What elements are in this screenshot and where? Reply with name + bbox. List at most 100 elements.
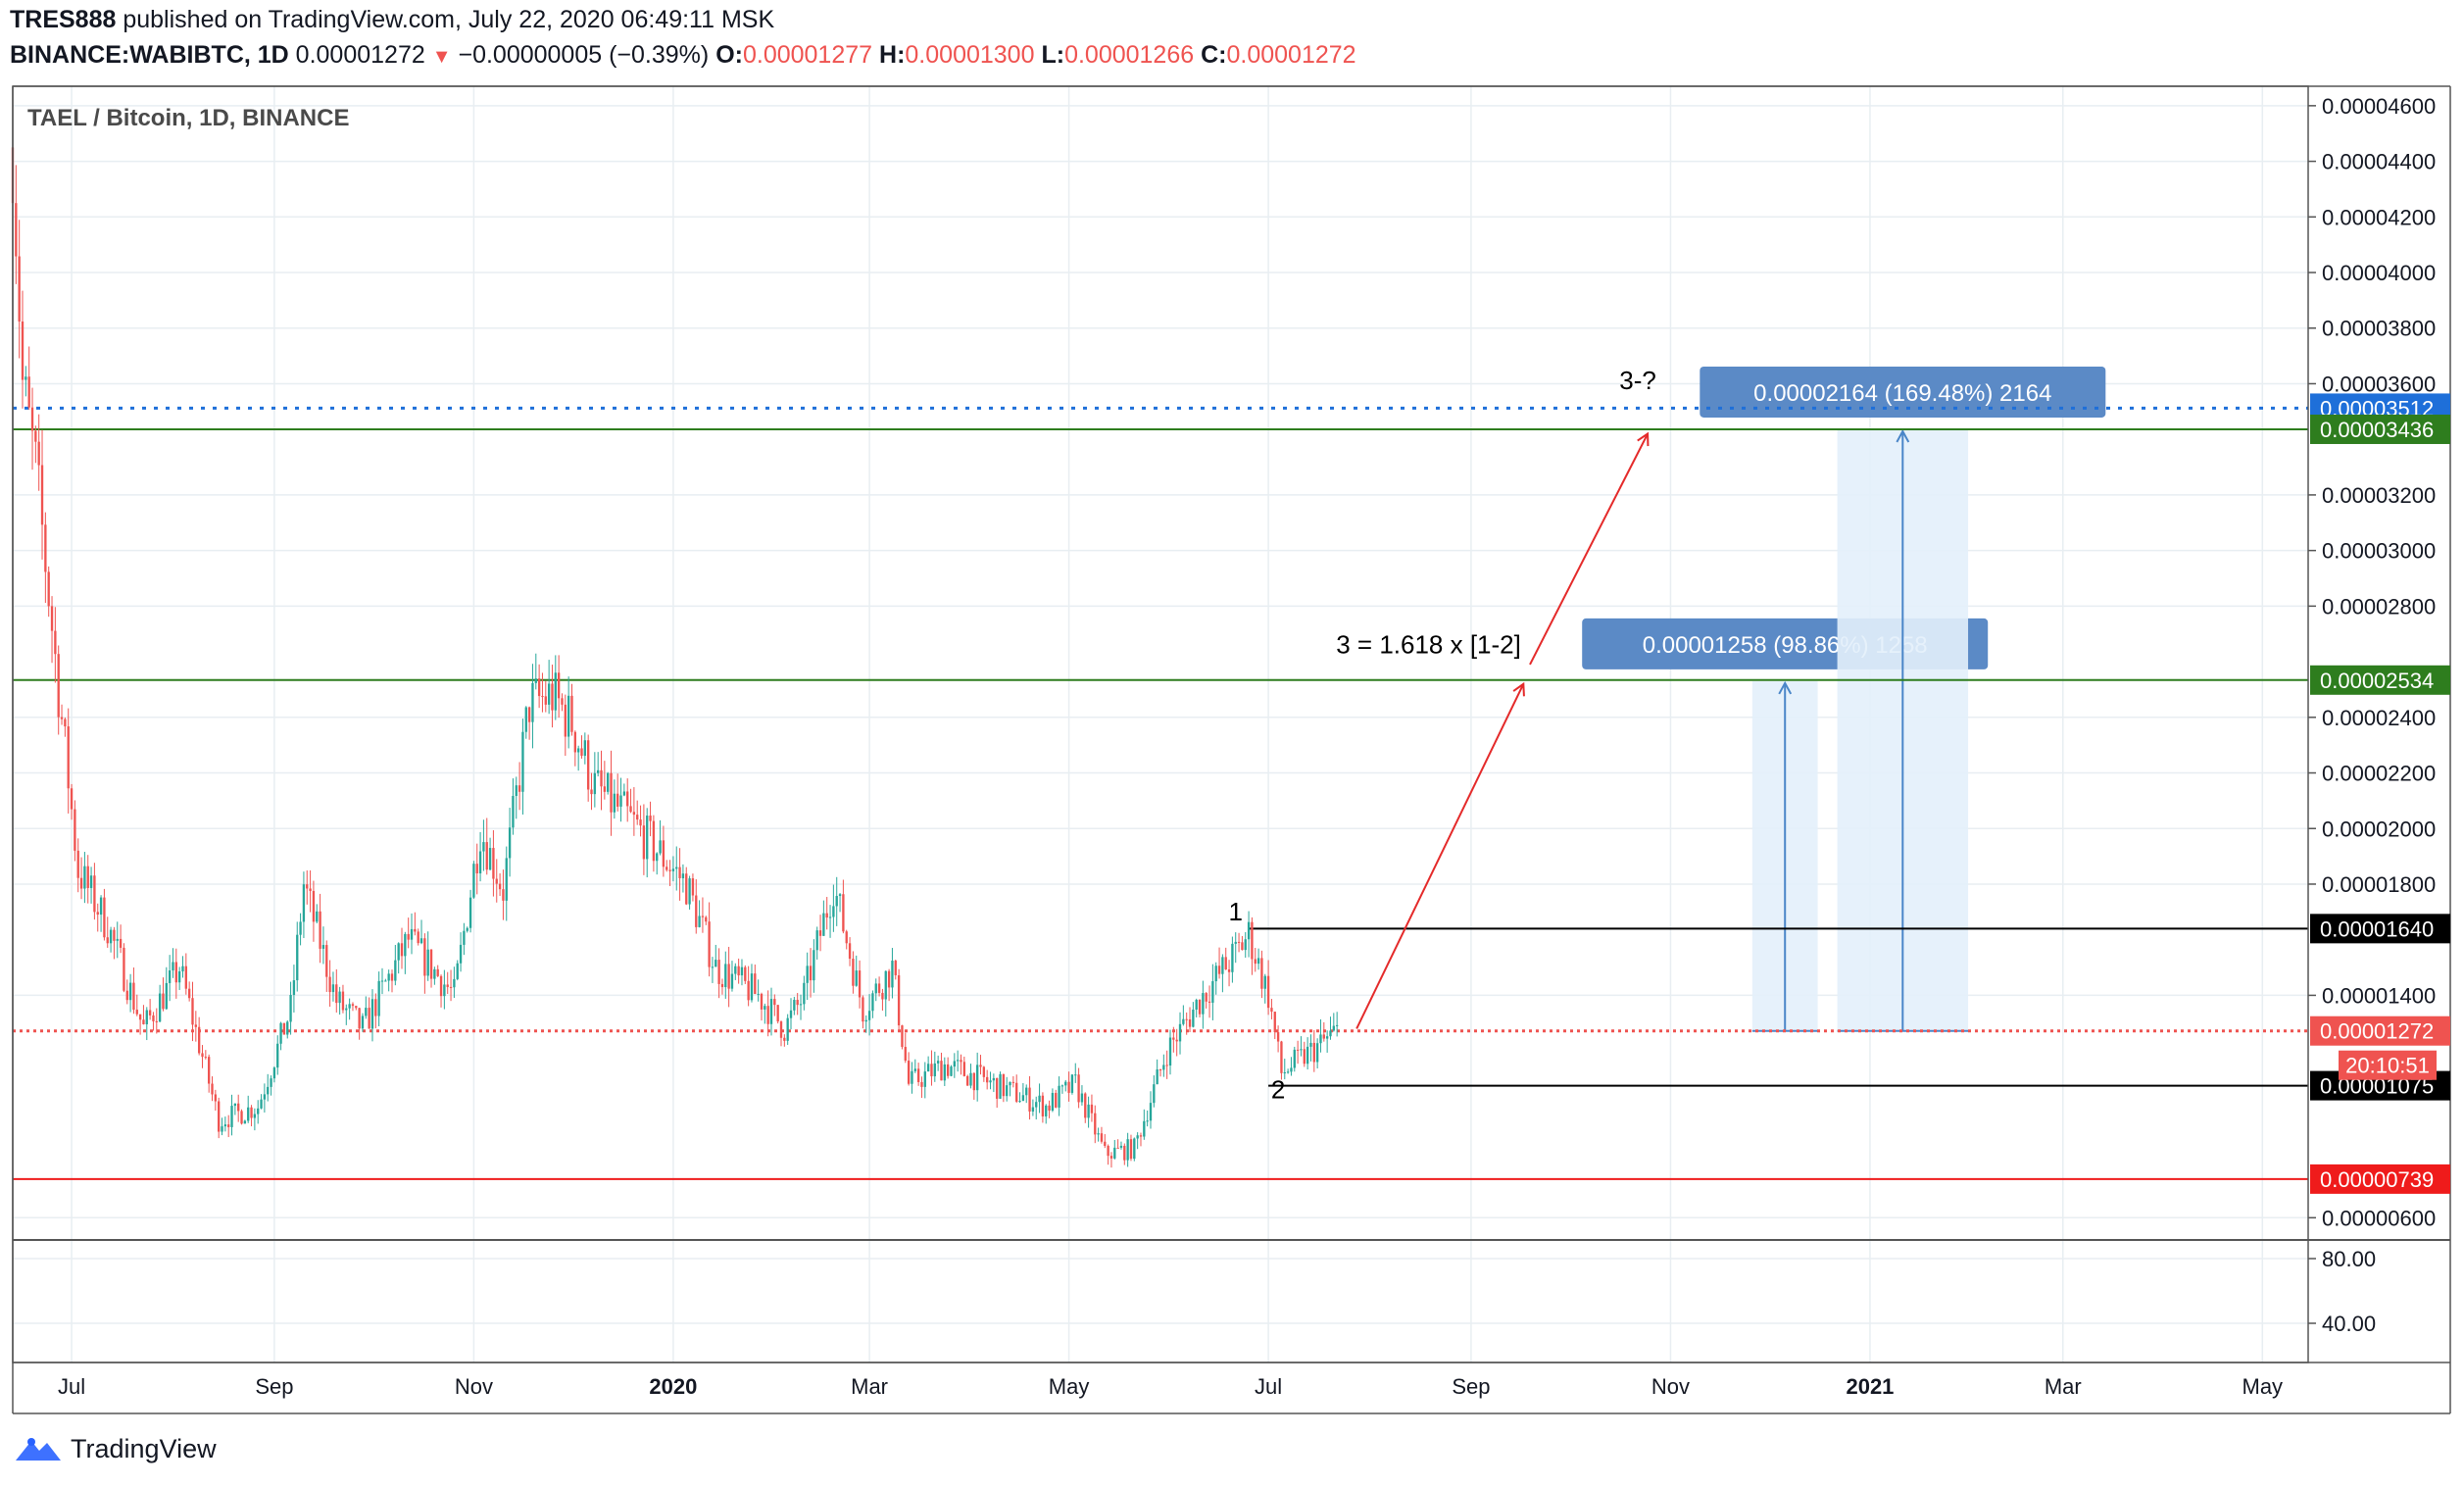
- candle-body: [208, 1057, 211, 1084]
- candle-body: [60, 717, 64, 719]
- candle-body: [911, 1070, 913, 1084]
- candle-body: [989, 1080, 992, 1083]
- author-name[interactable]: TRES888: [10, 6, 117, 33]
- candle-body: [331, 984, 335, 993]
- candle-body: [1211, 981, 1214, 1003]
- candle-body: [681, 873, 685, 878]
- candle-body: [426, 949, 429, 976]
- candle-body: [1129, 1139, 1133, 1160]
- open-value: 0.00001277: [742, 41, 873, 69]
- candle-body: [852, 959, 855, 986]
- candle-body: [583, 740, 586, 757]
- candle-body: [355, 1006, 358, 1009]
- candle-body: [678, 867, 681, 878]
- candle-body: [766, 1006, 769, 1024]
- wave-annotation: 3-?: [1619, 366, 1656, 395]
- candle-body: [695, 895, 698, 927]
- candle-body: [384, 980, 387, 982]
- x-tick-label: May: [1049, 1374, 1090, 1399]
- candle-body: [227, 1124, 230, 1127]
- candle-body: [1133, 1138, 1136, 1160]
- candle-body: [760, 993, 764, 1010]
- candle-body: [165, 982, 168, 1010]
- candle-body: [803, 982, 806, 1005]
- candle-body: [380, 980, 384, 982]
- candle-body: [705, 916, 708, 922]
- x-tick-label: Mar: [2045, 1374, 2082, 1399]
- candle-body: [410, 928, 414, 940]
- candle-body: [557, 672, 561, 699]
- publish-info: TRES888 published on TradingView.com, Ju…: [10, 6, 774, 34]
- price-change: −0.00000005 (−0.39%): [458, 41, 710, 69]
- candle-body: [881, 992, 884, 1000]
- candle-body: [335, 984, 338, 1004]
- candle-body: [786, 1017, 789, 1041]
- candle-body: [652, 820, 656, 862]
- candle-body: [446, 984, 449, 987]
- candle-body: [37, 441, 40, 466]
- candle-body: [1237, 941, 1241, 943]
- candle-body: [1335, 1024, 1339, 1026]
- candle-body: [1149, 1103, 1153, 1121]
- candle-body: [858, 970, 862, 998]
- candle-body: [204, 1057, 208, 1059]
- candle-body: [345, 1008, 348, 1011]
- candle-body: [358, 1008, 361, 1029]
- candle-body: [319, 911, 321, 949]
- indicator-tick-label: 40.00: [2322, 1312, 2376, 1336]
- candle-body: [600, 769, 603, 787]
- candle-body: [1113, 1147, 1116, 1159]
- chart-title: TAEL / Bitcoin, 1D, BINANCE: [27, 105, 349, 131]
- candle-body: [1109, 1156, 1113, 1159]
- candle-body: [492, 848, 495, 879]
- candle-body: [590, 789, 593, 795]
- candle-body: [793, 1000, 796, 1011]
- candle-body: [302, 884, 306, 922]
- candle-body: [423, 938, 426, 976]
- candle-body: [270, 1078, 272, 1087]
- candle-body: [74, 809, 76, 851]
- candle-body: [341, 991, 345, 1011]
- candle-body: [417, 931, 419, 944]
- candle-body: [825, 913, 828, 918]
- y-tick-label: 0.00002000: [2322, 817, 2436, 841]
- candle-body: [527, 707, 531, 722]
- candle-body: [1021, 1095, 1025, 1102]
- candle-body: [979, 1065, 982, 1067]
- price-tag: [2310, 1164, 2450, 1194]
- candle-body: [64, 718, 67, 727]
- candle-body: [593, 772, 597, 795]
- price-tag: [2310, 414, 2450, 444]
- candle-body: [142, 1019, 145, 1024]
- candle-body: [1332, 1025, 1335, 1031]
- candle-body: [1038, 1095, 1041, 1103]
- x-tick-label: May: [2242, 1374, 2284, 1399]
- candle-body: [325, 945, 328, 977]
- candle-body: [50, 606, 54, 631]
- candle-body: [1214, 966, 1217, 982]
- candle-body: [282, 1022, 286, 1035]
- candle-body: [1136, 1135, 1139, 1139]
- candle-body: [1273, 1012, 1276, 1033]
- candle-body: [884, 970, 887, 1000]
- close-label: C:: [1201, 41, 1227, 69]
- candle-body: [223, 1124, 227, 1127]
- candle-body: [747, 980, 750, 1001]
- candle-body: [1045, 1105, 1048, 1116]
- candle-body: [1312, 1042, 1315, 1063]
- candle-body: [639, 819, 642, 826]
- candle-body: [201, 1053, 204, 1058]
- candle-body: [1178, 1023, 1182, 1042]
- candle-body: [83, 866, 86, 889]
- candle-body: [907, 1061, 911, 1084]
- candle-body: [433, 968, 436, 979]
- projection-arrow: [1355, 684, 1523, 1029]
- candle-body: [992, 1077, 996, 1081]
- wave-annotation: 2: [1271, 1074, 1285, 1104]
- candle-body: [874, 983, 877, 994]
- candle-body: [1283, 1072, 1286, 1074]
- candle-body: [835, 896, 838, 907]
- tradingview-logo[interactable]: TradingView: [14, 1433, 217, 1464]
- candle-body: [613, 793, 616, 813]
